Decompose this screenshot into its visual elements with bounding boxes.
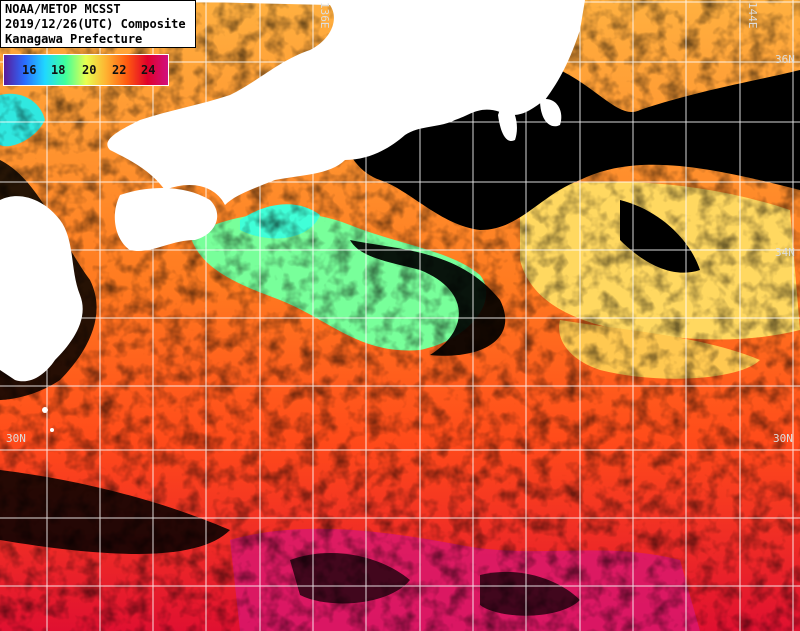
legend-color-bar — [4, 55, 168, 85]
land-shikoku — [114, 188, 218, 252]
legend-label-24: 24 — [141, 63, 156, 77]
legend-label-22: 22 — [112, 63, 127, 77]
legend-label-18: 18 — [51, 63, 66, 77]
land-boso — [540, 99, 562, 127]
lon-label-144e: 144E — [746, 2, 759, 29]
lat-label-30n-left: 30N — [6, 432, 26, 445]
lon-label-136e: 136E — [318, 2, 331, 29]
land-kyushu — [0, 196, 83, 382]
legend-label-20: 20 — [82, 63, 97, 77]
title-line-1: NOAA/METOP MCSST — [5, 2, 121, 16]
land-honshu — [107, 0, 585, 205]
title-line-2: 2019/12/26(UTC) Composite — [5, 17, 186, 31]
lat-label-30n-right: 30N — [773, 432, 793, 445]
temperature-legend: 16 18 20 22 24 — [3, 54, 169, 86]
title-line-3: Kanagawa Prefecture — [5, 32, 143, 46]
title-box: NOAA/METOP MCSST 2019/12/26(UTC) Composi… — [0, 0, 196, 48]
island — [50, 428, 54, 432]
lat-label-34n: 34N — [775, 246, 795, 259]
legend-label-16: 16 — [22, 63, 37, 77]
lat-label-36n: 36N — [775, 53, 795, 66]
land-izu — [498, 95, 517, 141]
